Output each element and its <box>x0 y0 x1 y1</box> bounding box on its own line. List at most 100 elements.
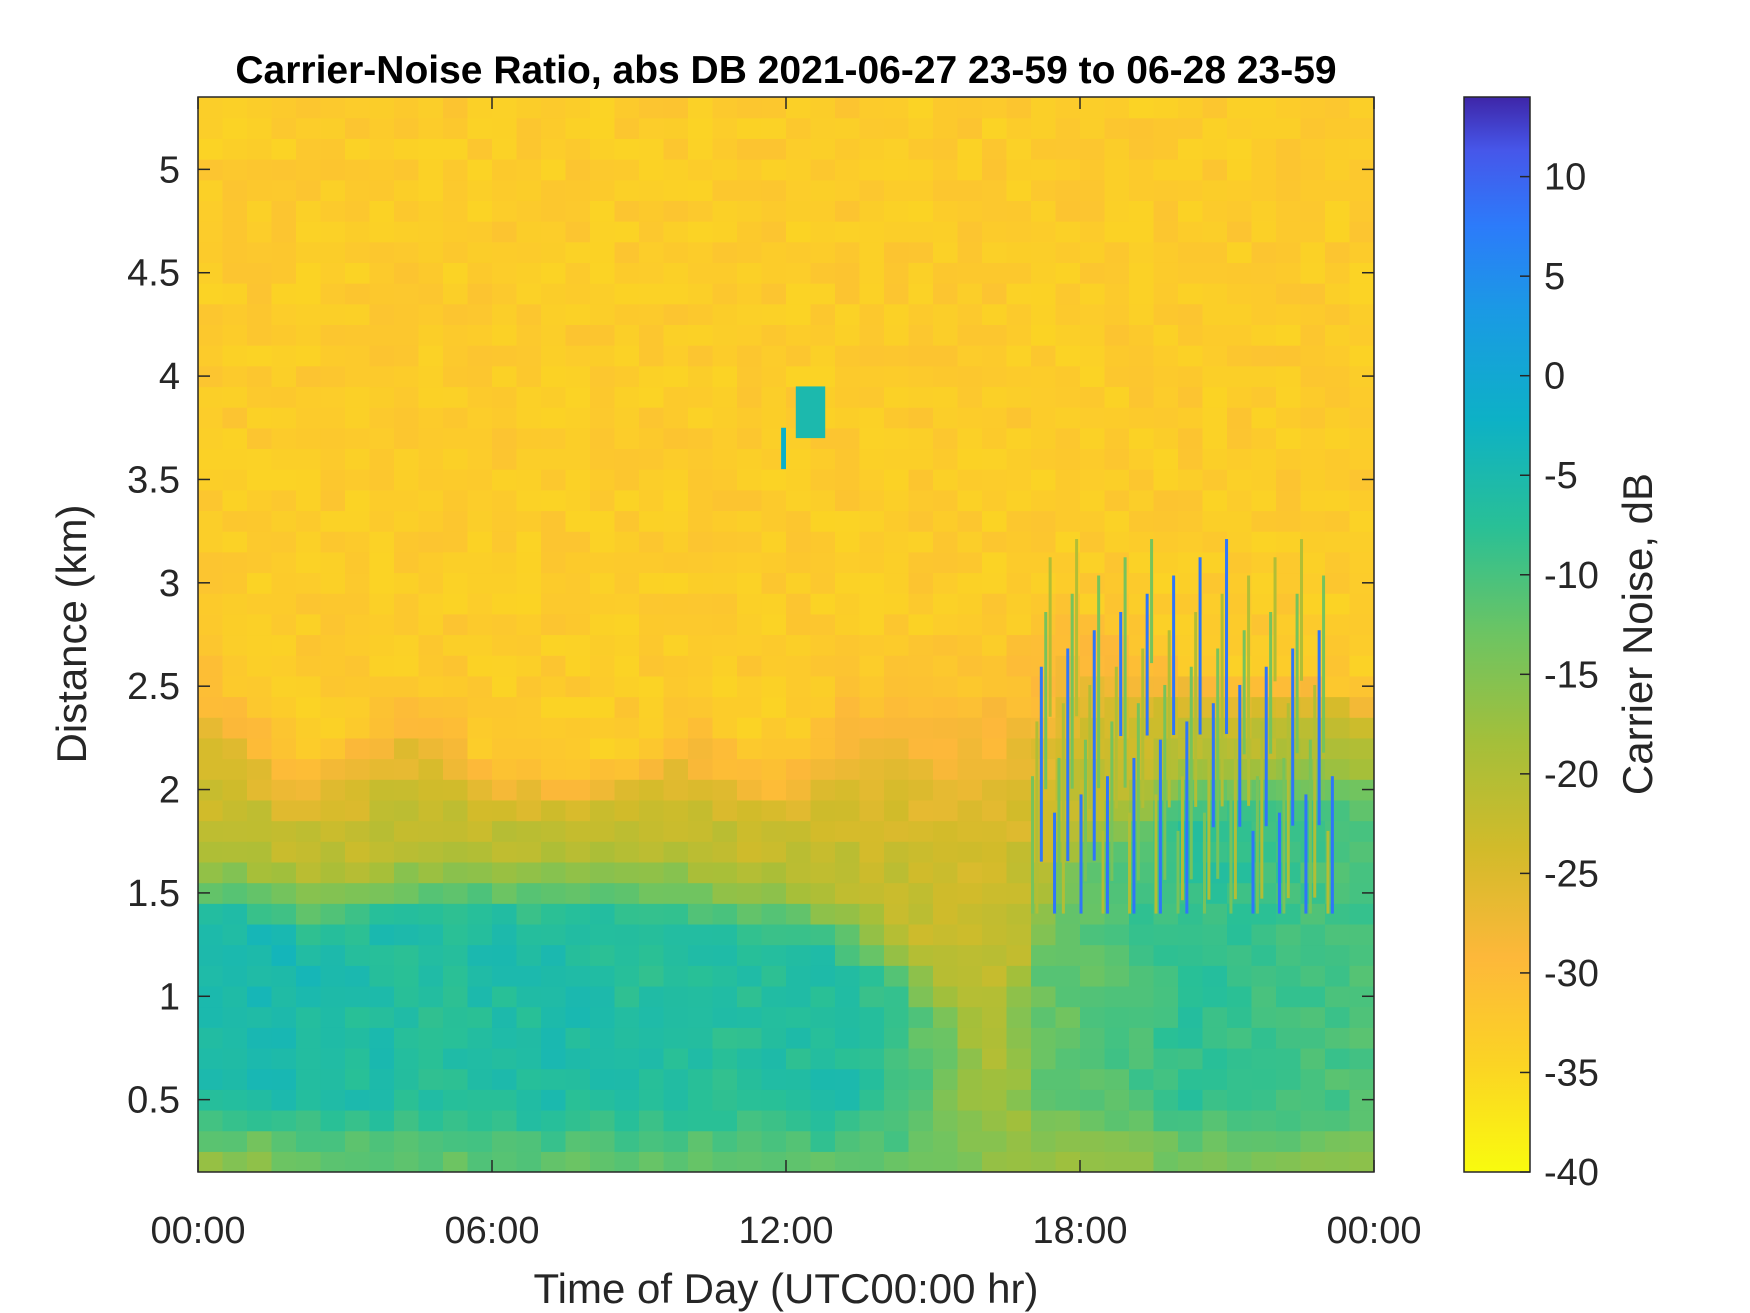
heatmap-cell <box>467 1027 493 1049</box>
heatmap-cell <box>859 1006 885 1028</box>
heatmap-cell <box>1153 97 1179 119</box>
heatmap-cell <box>737 1130 763 1152</box>
heatmap-cell <box>810 572 836 594</box>
heatmap-cell <box>1129 1006 1155 1028</box>
heatmap-cell <box>590 221 616 243</box>
heatmap-cell <box>1080 1027 1106 1049</box>
heatmap-cell <box>345 613 371 636</box>
heatmap-cell <box>639 779 665 801</box>
heatmap-cell <box>492 737 518 760</box>
heatmap-cell <box>541 882 567 904</box>
heatmap-cell <box>1031 551 1057 574</box>
heatmap-cell <box>1251 386 1277 408</box>
heatmap-cell <box>982 510 1008 532</box>
heatmap-cell <box>467 386 493 408</box>
heatmap-cell <box>712 531 738 553</box>
heatmap-cell <box>1080 1151 1106 1172</box>
heatmap-cell <box>1202 965 1228 987</box>
heatmap-cell <box>443 903 469 925</box>
heatmap-cell <box>345 593 371 615</box>
heatmap-cell <box>1202 200 1228 222</box>
heatmap-cell <box>541 469 567 491</box>
heatmap-cell <box>639 820 665 842</box>
heatmap-cell <box>1055 1089 1081 1111</box>
streak-mark <box>1079 794 1083 914</box>
heatmap-cell <box>198 551 224 574</box>
heatmap-cell <box>369 345 395 367</box>
heatmap-cell <box>688 1068 714 1090</box>
heatmap-cell <box>835 861 861 884</box>
heatmap-cell <box>467 965 493 987</box>
heatmap-cell <box>933 262 959 284</box>
heatmap-cell <box>369 696 395 718</box>
heatmap-cell <box>1227 861 1253 884</box>
heatmap-cell <box>908 1027 934 1049</box>
heatmap-cell <box>345 97 371 119</box>
heatmap-cell <box>296 613 322 636</box>
heatmap-cell <box>1227 1006 1253 1028</box>
heatmap-cell <box>786 1109 812 1132</box>
heatmap-cells <box>198 97 1374 1172</box>
heatmap-cell <box>345 944 371 966</box>
heatmap-cell <box>835 510 861 532</box>
heatmap-cell <box>761 1109 787 1132</box>
heatmap-cell <box>1178 1068 1204 1090</box>
heatmap-cell <box>884 903 910 925</box>
heatmap-cell <box>247 551 273 574</box>
heatmap-cell <box>1055 138 1081 160</box>
heatmap-cell <box>810 1151 836 1172</box>
heatmap-cell <box>320 159 346 181</box>
heatmap-cell <box>296 531 322 553</box>
heatmap-cell <box>222 489 248 512</box>
heatmap-cell <box>1031 675 1057 698</box>
heatmap-cell <box>369 551 395 574</box>
heatmap-cell <box>492 448 518 470</box>
heatmap-cell <box>247 303 273 325</box>
heatmap-cell <box>688 1047 714 1070</box>
heatmap-cell <box>565 1089 591 1111</box>
heatmap-cell <box>296 241 322 263</box>
heatmap-cell <box>737 923 763 946</box>
heatmap-cell <box>541 97 567 119</box>
heatmap-cell <box>1031 717 1057 739</box>
heatmap-cell <box>761 262 787 284</box>
heatmap-cell <box>222 861 248 884</box>
heatmap-cell <box>541 489 567 512</box>
heatmap-cell <box>835 531 861 553</box>
heatmap-cell <box>1031 407 1057 429</box>
heatmap-cell <box>320 861 346 884</box>
heatmap-cell <box>908 923 934 946</box>
heatmap-cell <box>908 138 934 160</box>
heatmap-cell <box>369 820 395 842</box>
heatmap-cell <box>467 283 493 305</box>
heatmap-cell <box>516 799 542 822</box>
heatmap-cell <box>296 841 322 863</box>
heatmap-cell <box>1031 262 1057 284</box>
heatmap-cell <box>198 159 224 181</box>
heatmap-cell <box>761 1027 787 1049</box>
heatmap-cell <box>884 303 910 325</box>
heatmap-cell <box>639 613 665 636</box>
heatmap-cell <box>957 944 983 966</box>
heatmap-cell <box>222 758 248 780</box>
heatmap-cell <box>712 262 738 284</box>
heatmap-cell <box>516 779 542 801</box>
heatmap-cell <box>859 593 885 615</box>
heatmap-cell <box>859 283 885 305</box>
heatmap-cell <box>345 1027 371 1049</box>
heatmap-cell <box>663 779 689 801</box>
streak-mark <box>1088 684 1092 810</box>
heatmap-cell <box>516 179 542 201</box>
heatmap-cell <box>1104 1027 1130 1049</box>
heatmap-cell <box>859 386 885 408</box>
heatmap-cell <box>1031 97 1057 119</box>
heatmap-cell <box>933 1151 959 1172</box>
heatmap-cell <box>786 1006 812 1028</box>
heatmap-cell <box>614 985 640 1008</box>
heatmap-cell <box>1325 1151 1351 1172</box>
heatmap-cell <box>565 923 591 946</box>
heatmap-cell <box>761 489 787 512</box>
heatmap-cell <box>835 448 861 470</box>
heatmap-cell <box>810 985 836 1008</box>
heatmap-cell <box>884 1089 910 1111</box>
